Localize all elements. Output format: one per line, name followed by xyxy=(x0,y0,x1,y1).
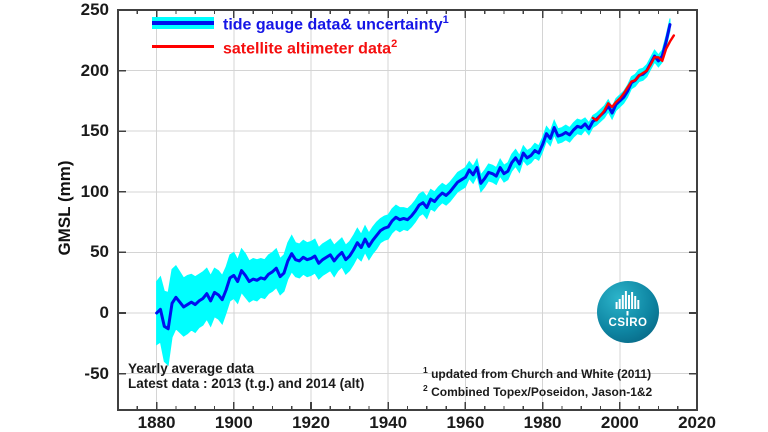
note-line-1: Yearly average data xyxy=(128,361,255,376)
satellite-line xyxy=(591,34,676,122)
tide-gauge-swatch xyxy=(152,16,214,29)
tide-gauge-line xyxy=(155,23,672,331)
legend-label-satellite: satellite altimeter data2 xyxy=(223,38,398,58)
y-axis-label: GMSL (mm) xyxy=(55,160,74,256)
tide-gauge-line-swatch xyxy=(152,20,214,25)
data-notes: Yearly average data Latest data : 2013 (… xyxy=(128,361,365,391)
footnotes: 1 updated from Church and White (2011) 2… xyxy=(423,364,652,399)
footnote-1: 1 updated from Church and White (2011) xyxy=(423,365,652,381)
legend-superscript-1: 1 xyxy=(442,14,449,26)
note-line-2: Latest data : 2013 (t.g.) and 2014 (alt) xyxy=(128,375,365,391)
satellite-line-swatch xyxy=(152,45,214,49)
satellite-swatch xyxy=(152,41,214,53)
legend-item-tide-gauge: tide gauge data& uncertainty1 xyxy=(152,11,449,34)
legend-item-satellite: satellite altimeter data2 xyxy=(152,35,397,58)
footnote-2: 2 Combined Topex/Poseidon, Jason-1&2 xyxy=(423,382,653,399)
csiro-logo: CSIRO xyxy=(597,281,659,343)
csiro-logo-waveform-icon xyxy=(615,291,640,316)
legend-label-tide-gauge: tide gauge data& uncertainty1 xyxy=(223,14,449,34)
legend-superscript-2: 2 xyxy=(391,38,398,50)
csiro-logo-text: CSIRO xyxy=(608,317,648,329)
